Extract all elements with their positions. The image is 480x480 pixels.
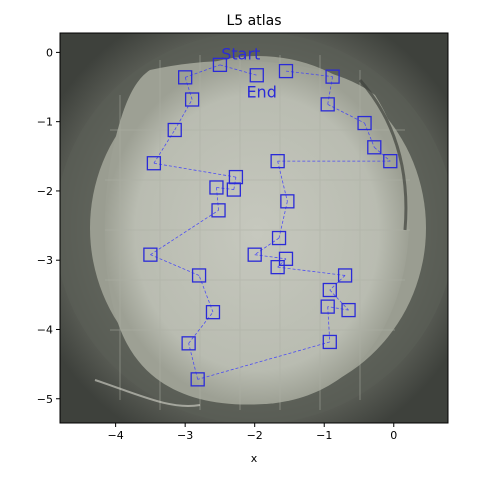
position-marker bbox=[247, 247, 262, 262]
annotation-layer: Start End bbox=[221, 44, 277, 101]
position-marker bbox=[341, 302, 356, 318]
path-segment bbox=[197, 341, 330, 380]
path-segment bbox=[285, 70, 333, 78]
position-marker bbox=[325, 69, 340, 84]
y-tick-label: −5 bbox=[37, 393, 53, 406]
path-segment bbox=[150, 254, 200, 276]
position-marker bbox=[178, 70, 193, 85]
position-marker bbox=[322, 334, 337, 350]
position-marker bbox=[209, 180, 224, 195]
y-tick-label: −2 bbox=[37, 185, 53, 198]
path-segment bbox=[364, 122, 375, 148]
position-marker bbox=[146, 156, 162, 171]
path-segment bbox=[153, 162, 236, 178]
position-marker bbox=[270, 259, 285, 275]
x-tick-label: −3 bbox=[177, 429, 193, 442]
position-marker bbox=[143, 247, 158, 262]
x-axis-label: x bbox=[251, 452, 258, 465]
position-marker bbox=[337, 268, 353, 283]
chart-title: L5 atlas bbox=[227, 13, 282, 29]
path-segment bbox=[150, 210, 219, 256]
path-segment bbox=[329, 275, 346, 291]
path-segment bbox=[188, 311, 214, 344]
position-marker bbox=[271, 230, 287, 246]
y-tick-label: −3 bbox=[37, 254, 53, 267]
position-marker bbox=[367, 140, 382, 155]
x-tick-label: −2 bbox=[247, 429, 263, 442]
annotation-start: Start bbox=[221, 44, 260, 63]
position-marker bbox=[167, 122, 182, 138]
path-segment bbox=[174, 99, 193, 131]
position-marker bbox=[322, 282, 337, 298]
path-segment bbox=[216, 187, 219, 211]
position-marker bbox=[278, 251, 294, 266]
x-tick-label: −1 bbox=[316, 429, 332, 442]
y-tick-label: 0 bbox=[46, 46, 53, 59]
position-marker bbox=[249, 68, 264, 83]
path-segment bbox=[374, 146, 391, 162]
position-marker bbox=[383, 154, 398, 169]
position-marker bbox=[357, 115, 372, 131]
position-marker bbox=[205, 305, 221, 320]
annotation-end: End bbox=[246, 82, 276, 101]
path-segment bbox=[185, 64, 221, 78]
position-marker bbox=[212, 57, 228, 73]
position-marker bbox=[181, 336, 196, 351]
path-segment bbox=[216, 187, 234, 190]
path-segment bbox=[184, 77, 193, 100]
x-tick-label: −4 bbox=[108, 429, 124, 442]
path-segment bbox=[277, 266, 346, 276]
position-marker bbox=[278, 63, 294, 79]
x-axis: −4 −3 −2 −1 0 bbox=[108, 423, 397, 442]
axes-frame bbox=[59, 32, 449, 424]
position-marker bbox=[320, 299, 335, 314]
position-marker bbox=[211, 203, 226, 218]
position-marker bbox=[190, 372, 205, 387]
y-tick-label: −4 bbox=[37, 323, 53, 336]
position-marker bbox=[191, 268, 207, 283]
path-segment bbox=[327, 306, 349, 311]
path-segment bbox=[254, 254, 287, 260]
position-marker bbox=[270, 154, 285, 169]
path-segment bbox=[329, 289, 349, 311]
y-tick-label: −1 bbox=[37, 116, 53, 129]
y-axis: 0 −1 −2 −3 −4 −5 bbox=[37, 46, 60, 406]
position-marker bbox=[320, 97, 335, 112]
x-tick-label: 0 bbox=[390, 429, 397, 442]
marker-layer bbox=[143, 57, 398, 387]
position-marker bbox=[280, 194, 295, 209]
position-marker bbox=[228, 169, 244, 185]
position-marker bbox=[184, 92, 200, 107]
path-segment bbox=[153, 129, 176, 164]
